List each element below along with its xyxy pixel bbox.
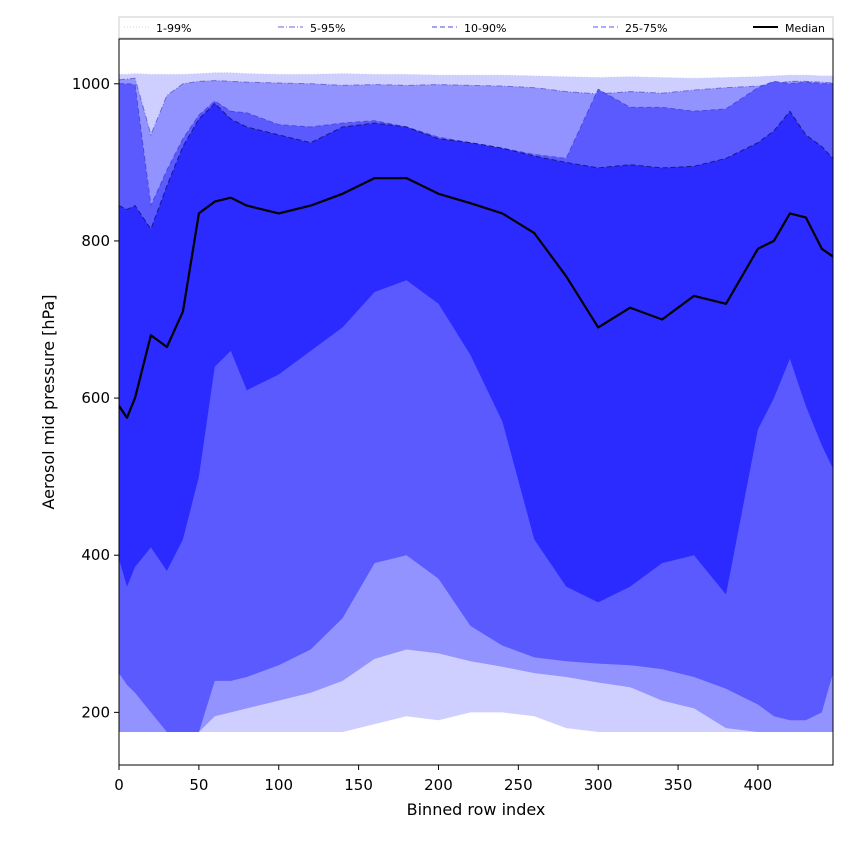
x-tick-label: 400 (744, 776, 773, 794)
legend-box (118, 16, 834, 39)
x-tick-label: 250 (504, 776, 533, 794)
band-edge-25-75 (119, 102, 833, 231)
line-median (119, 177, 833, 419)
legend-label-median: Median (785, 22, 825, 35)
legend-label-5-95: 5-95% (310, 22, 345, 35)
legend-label-25-75: 25-75% (625, 22, 667, 35)
y-tick-label: 200 (81, 703, 110, 721)
x-tick-label: 50 (189, 776, 208, 794)
x-tick-label: 150 (344, 776, 373, 794)
y-tick-label: 600 (81, 389, 110, 407)
y-tick-label: 400 (81, 546, 110, 564)
y-tick-label: 1000 (72, 75, 110, 93)
plot-frame (118, 38, 834, 766)
legend-label-10-90: 10-90% (464, 22, 506, 35)
band-edge-5-95 (119, 77, 833, 137)
x-tick-label: 200 (424, 776, 453, 794)
band-edge-1-99 (119, 72, 833, 79)
legend: 1-99% 5-95% 10-90% 25-75% Median (118, 16, 834, 39)
plot-area (119, 72, 833, 733)
x-tick-label: 0 (114, 776, 124, 794)
x-axis-title: Binned row index (407, 800, 546, 819)
x-tick-label: 100 (264, 776, 293, 794)
x-tick-label: 300 (584, 776, 613, 794)
y-axis-title: Aerosol mid pressure [hPa] (39, 294, 58, 509)
legend-label-1-99: 1-99% (156, 22, 191, 35)
y-tick-label: 800 (81, 232, 110, 250)
x-axis: 0 50 100 150 200 250 300 350 400 (114, 765, 772, 794)
band-25-75 (119, 103, 833, 603)
band-edge-10-90 (119, 80, 833, 208)
y-axis: 200 400 600 800 1000 (72, 75, 119, 721)
x-tick-label: 350 (664, 776, 693, 794)
